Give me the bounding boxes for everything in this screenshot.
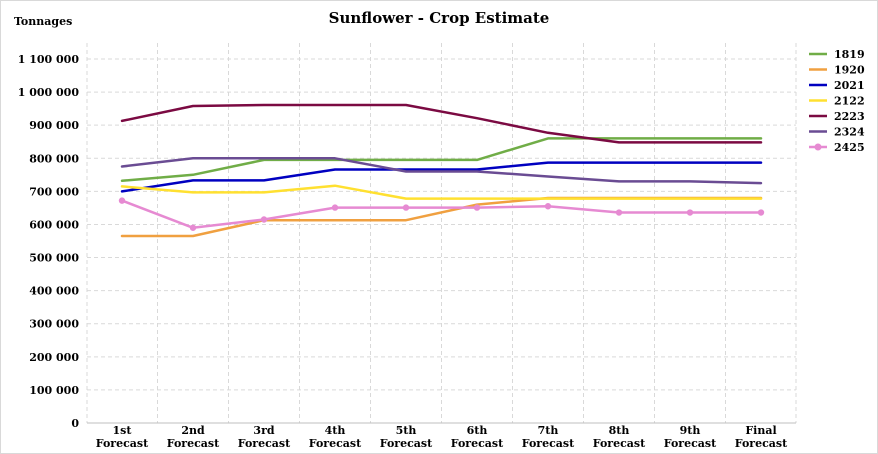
legend-label-2324: 2324: [834, 126, 865, 139]
x-tick-label: Forecast: [167, 437, 220, 450]
legend-label-2021: 2021: [834, 79, 865, 92]
legend-label-1920: 1920: [834, 64, 865, 77]
series-line-1920: [120, 196, 763, 238]
x-tick-label: 3rd: [253, 424, 274, 437]
y-tick-label: 1 100 000: [18, 53, 80, 66]
y-tick-label: 1 000 000: [18, 86, 80, 99]
series-layer: [118, 103, 765, 238]
data-point-2425: [473, 204, 481, 211]
series-line-2425: [120, 199, 763, 230]
x-tick-label: 1st: [113, 424, 133, 437]
series-line-1819: [120, 137, 763, 183]
legend-label-1819: 1819: [834, 48, 865, 61]
y-tick-label: 100 000: [29, 384, 79, 397]
data-point-2425: [615, 209, 623, 216]
x-tick-label: Forecast: [238, 437, 291, 450]
data-point-2425: [189, 224, 197, 231]
x-tick-label: 4th: [325, 424, 346, 437]
data-point-2425: [402, 204, 410, 211]
y-tick-label: 700 000: [29, 185, 79, 198]
series-line-2122: [120, 184, 763, 200]
legend: 1819 1920 2021 2122 2223 2324 2425: [809, 48, 865, 154]
x-tick-label: Forecast: [735, 437, 788, 450]
x-tick-label: Forecast: [380, 437, 433, 450]
y-tick-label: 900 000: [29, 119, 79, 132]
x-tick-label: 8th: [609, 424, 630, 437]
data-point-2425: [686, 209, 694, 216]
x-tick-label: Forecast: [451, 437, 504, 450]
x-tick-label: 6th: [467, 424, 488, 437]
axis-layer: 0 100 000 200 000 300 000 400 000 500 000 600 …: [18, 53, 796, 450]
data-point-2425: [757, 209, 765, 216]
x-tick-label: Forecast: [96, 437, 149, 450]
series-line-2223: [120, 103, 763, 144]
y-axis-label: Tonnages: [14, 15, 72, 28]
x-tick-label: Forecast: [522, 437, 575, 450]
series-line-2021: [120, 161, 763, 193]
y-tick-label: 0: [71, 417, 79, 430]
legend-label-2223: 2223: [834, 110, 865, 123]
x-tick-label: Forecast: [664, 437, 717, 450]
x-tick-label: 7th: [538, 424, 559, 437]
data-point-2425: [118, 197, 126, 204]
x-tick-label: 9th: [680, 424, 701, 437]
y-tick-label: 400 000: [29, 285, 79, 298]
chart-title: Sunflower - Crop Estimate: [329, 9, 550, 27]
series-line-2324: [120, 157, 763, 185]
x-tick-label: 2nd: [181, 424, 205, 437]
x-tick-label: Forecast: [593, 437, 646, 450]
y-tick-label: 300 000: [29, 318, 79, 331]
y-tick-label: 200 000: [29, 351, 79, 364]
x-tick-label: Forecast: [309, 437, 362, 450]
legend-label-2122: 2122: [834, 95, 865, 108]
y-tick-label: 600 000: [29, 218, 79, 231]
grid-layer: [86, 43, 797, 423]
legend-label-2425: 2425: [834, 141, 865, 154]
legend-marker-2425: [814, 143, 822, 151]
x-tick-label: 5th: [396, 424, 417, 437]
data-point-2425: [544, 203, 552, 210]
y-tick-label: 800 000: [29, 152, 79, 165]
y-tick-label: 500 000: [29, 252, 79, 265]
x-tick-label: Final: [745, 424, 776, 437]
data-point-2425: [331, 204, 339, 211]
data-point-2425: [260, 216, 268, 223]
